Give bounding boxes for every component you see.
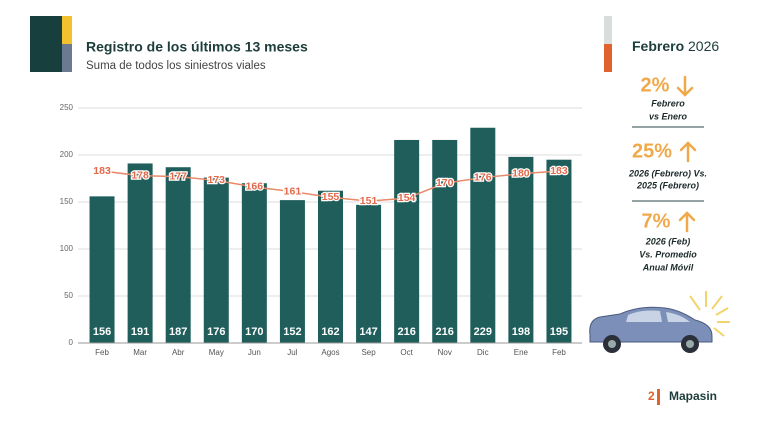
decor-block bbox=[604, 44, 612, 72]
stat-note: 2026 (Feb) bbox=[645, 236, 691, 246]
bar bbox=[394, 139, 420, 343]
bar bbox=[89, 196, 115, 343]
bar-value-label: 152 bbox=[283, 326, 301, 338]
bar-value-label: 229 bbox=[474, 326, 492, 338]
line bbox=[101, 170, 560, 202]
x-tick-label: Sep bbox=[361, 348, 376, 357]
stat-value: 7% bbox=[642, 210, 671, 232]
bar-value-label: 198 bbox=[512, 326, 530, 338]
panel-year: 2026 bbox=[688, 38, 719, 54]
bar bbox=[241, 183, 267, 343]
line-value-label: 177 bbox=[169, 170, 187, 182]
bar-value-label: 162 bbox=[321, 326, 339, 338]
stat-note: Vs. Promedio bbox=[639, 249, 697, 259]
x-tick-label: Nov bbox=[438, 348, 452, 357]
arrow-up bbox=[679, 141, 697, 163]
line-value-label: 180 bbox=[512, 168, 530, 180]
bar-value-label: 216 bbox=[397, 326, 415, 338]
stat-value: 2% bbox=[641, 74, 670, 96]
stat-note: Febrero bbox=[651, 98, 685, 108]
chart-subtitle: Suma de todos los siniestros viales bbox=[86, 60, 266, 72]
line-value-label: 176 bbox=[474, 171, 492, 183]
bar bbox=[279, 200, 305, 343]
bar-value-label: 147 bbox=[359, 326, 377, 338]
decor-block bbox=[62, 16, 72, 44]
x-tick-label: Oct bbox=[400, 348, 413, 357]
stat-note: 2025 (Febrero) bbox=[636, 180, 699, 190]
panel-header: Febrero 2026 bbox=[632, 38, 719, 54]
x-tick-label: Mar bbox=[133, 348, 147, 357]
arrow-up bbox=[678, 211, 696, 233]
x-tick-label: Feb bbox=[552, 348, 566, 357]
stat-note: Anual Móvil bbox=[642, 262, 694, 272]
chart: 0 50 100 150 200 250 Feb Mar Abr May Jun Jul Agos Sep… bbox=[60, 103, 582, 357]
brand: Mapasin bbox=[669, 389, 717, 403]
stat-note: vs Enero bbox=[649, 111, 688, 121]
y-tick-label: 50 bbox=[64, 291, 73, 300]
x-tick-label: Feb bbox=[95, 348, 109, 357]
line-value-label: 166 bbox=[246, 181, 264, 193]
x-tick-label: Dic bbox=[477, 348, 489, 357]
decor-block bbox=[657, 389, 660, 405]
line-value-label: 155 bbox=[322, 191, 340, 203]
decor-block bbox=[30, 16, 62, 72]
bar-value-label: 216 bbox=[436, 326, 454, 338]
y-tick-label: 0 bbox=[69, 338, 74, 347]
line-value-label: 170 bbox=[436, 177, 454, 189]
stat-value: 25% bbox=[632, 140, 672, 162]
x-tick-label: Abr bbox=[172, 348, 185, 357]
bar-value-label: 170 bbox=[245, 326, 263, 338]
stats: 2% 25% 7% bbox=[632, 74, 672, 232]
bar-value-label: 195 bbox=[550, 326, 568, 338]
stat-notes: Febrero vs Enero 2026 (Febrero) Vs. 2025… bbox=[628, 98, 707, 272]
line-value-label: 161 bbox=[284, 185, 302, 197]
stat-note: 2026 (Febrero) Vs. bbox=[628, 168, 707, 178]
bar bbox=[318, 190, 343, 343]
bar bbox=[127, 163, 153, 343]
bar bbox=[470, 127, 496, 344]
bar bbox=[546, 159, 572, 343]
bar bbox=[356, 204, 382, 343]
x-tick-label: Ene bbox=[514, 348, 529, 357]
sun-rays bbox=[689, 291, 730, 337]
y-tick-label: 250 bbox=[60, 103, 74, 112]
bar bbox=[203, 177, 229, 343]
car-illustration bbox=[589, 291, 730, 353]
arrows bbox=[676, 75, 697, 233]
line-value-label: 183 bbox=[93, 165, 111, 177]
bar-value-label: 176 bbox=[207, 326, 225, 338]
arrow-down bbox=[676, 75, 694, 97]
line-value-label: 151 bbox=[360, 195, 378, 207]
bar-value-label: 191 bbox=[131, 326, 149, 338]
x-tick-label: Jul bbox=[287, 348, 297, 357]
line-value-label: 173 bbox=[208, 174, 226, 186]
x-tick-label: May bbox=[209, 348, 224, 357]
y-tick-label: 150 bbox=[60, 197, 74, 206]
line-value-label: 154 bbox=[398, 192, 416, 204]
page-number: 2 bbox=[648, 389, 655, 403]
x-tick-label: Agos bbox=[321, 348, 339, 357]
y-tick-label: 200 bbox=[60, 150, 74, 159]
bar-value-label: 187 bbox=[169, 326, 187, 338]
bar bbox=[165, 167, 191, 343]
chart-title: Registro de los últimos 13 meses bbox=[86, 39, 308, 55]
bar bbox=[432, 139, 458, 343]
y-tick-label: 100 bbox=[60, 244, 74, 253]
line-value-label: 183 bbox=[550, 165, 568, 177]
bar bbox=[508, 156, 534, 343]
line-value-label: 178 bbox=[131, 169, 149, 181]
decor-block bbox=[604, 16, 612, 44]
x-tick-label: Jun bbox=[248, 348, 261, 357]
bar-value-label: 156 bbox=[93, 326, 111, 338]
decor-block bbox=[62, 44, 72, 72]
panel-month: Febrero bbox=[632, 38, 684, 54]
